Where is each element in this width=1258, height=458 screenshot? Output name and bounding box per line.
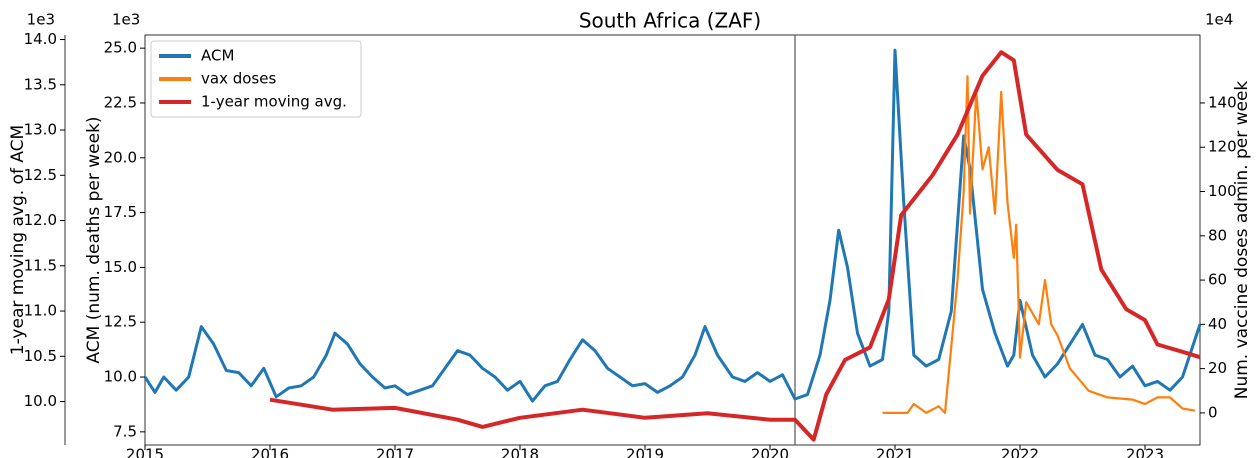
y-tick-label: 10.0 [104, 368, 137, 386]
y3-tick-label: 13.0 [24, 121, 57, 139]
y3-tick-label: 11.5 [24, 256, 57, 274]
series-line [269, 50, 1201, 442]
plot-frame [144, 34, 1201, 446]
y-tick-label: 12.5 [104, 313, 137, 331]
y3-axis-label: 1-year moving avg. of ACM [8, 125, 28, 355]
y2-tick-label: 0 [1208, 403, 1218, 421]
y2-tick-label: 100 [1208, 182, 1237, 200]
y-scale: 1e3 [112, 11, 140, 29]
legend-label: vax doses [201, 70, 276, 88]
x-tick-label: 2020 [751, 446, 789, 458]
y-tick-label: 22.5 [104, 93, 137, 111]
y3-tick-label: 12.5 [24, 166, 57, 184]
x-tick-label: 2022 [1001, 446, 1039, 458]
y2-tick-label: 20 [1208, 359, 1227, 377]
y3-scale: 1e3 [27, 11, 55, 29]
series-line [882, 75, 1196, 414]
y2-tick-label: 40 [1208, 315, 1227, 333]
y2-tick-label: 120 [1208, 138, 1237, 156]
x-tick-label: 2018 [501, 446, 539, 458]
x-tick-label: 2015 [126, 446, 164, 458]
y3-tick-label: 14.0 [24, 30, 57, 48]
x-tick-label: 2019 [626, 446, 664, 458]
chart-title: South Africa (ZAF) [579, 9, 761, 33]
y-tick-label: 25.0 [104, 39, 137, 57]
y3-tick-label: 10.0 [24, 392, 57, 410]
y-tick-label: 7.5 [113, 422, 137, 440]
x-tick-label: 2016 [251, 446, 289, 458]
y-axis-label: ACM (num. deaths per week) [84, 116, 104, 363]
x-tick-label: 2021 [876, 446, 914, 458]
x-tick-label: 2017 [376, 446, 414, 458]
y2-tick-label: 140 [1208, 93, 1237, 111]
x-tick-label: 2023 [1126, 446, 1164, 458]
y2-tick-label: 80 [1208, 226, 1227, 244]
y3-tick-label: 12.0 [24, 211, 57, 229]
y-tick-label: 20.0 [104, 148, 137, 166]
y-tick-label: 15.0 [104, 258, 137, 276]
y3-tick-label: 11.0 [24, 302, 57, 320]
y-tick-label: 17.5 [104, 203, 137, 221]
y2-tick-label: 60 [1208, 271, 1227, 289]
y2-scale: 1e4 [1205, 11, 1233, 29]
y3-tick-label: 13.5 [24, 75, 57, 93]
series-line [143, 48, 1202, 403]
y3-tick-label: 10.5 [24, 347, 57, 365]
legend-label: ACM [201, 47, 234, 65]
legend-label: 1-year moving avg. [201, 93, 347, 111]
y2-axis-label: Num. vaccine doses admin. per week [1232, 81, 1252, 400]
legend-box [150, 40, 362, 118]
